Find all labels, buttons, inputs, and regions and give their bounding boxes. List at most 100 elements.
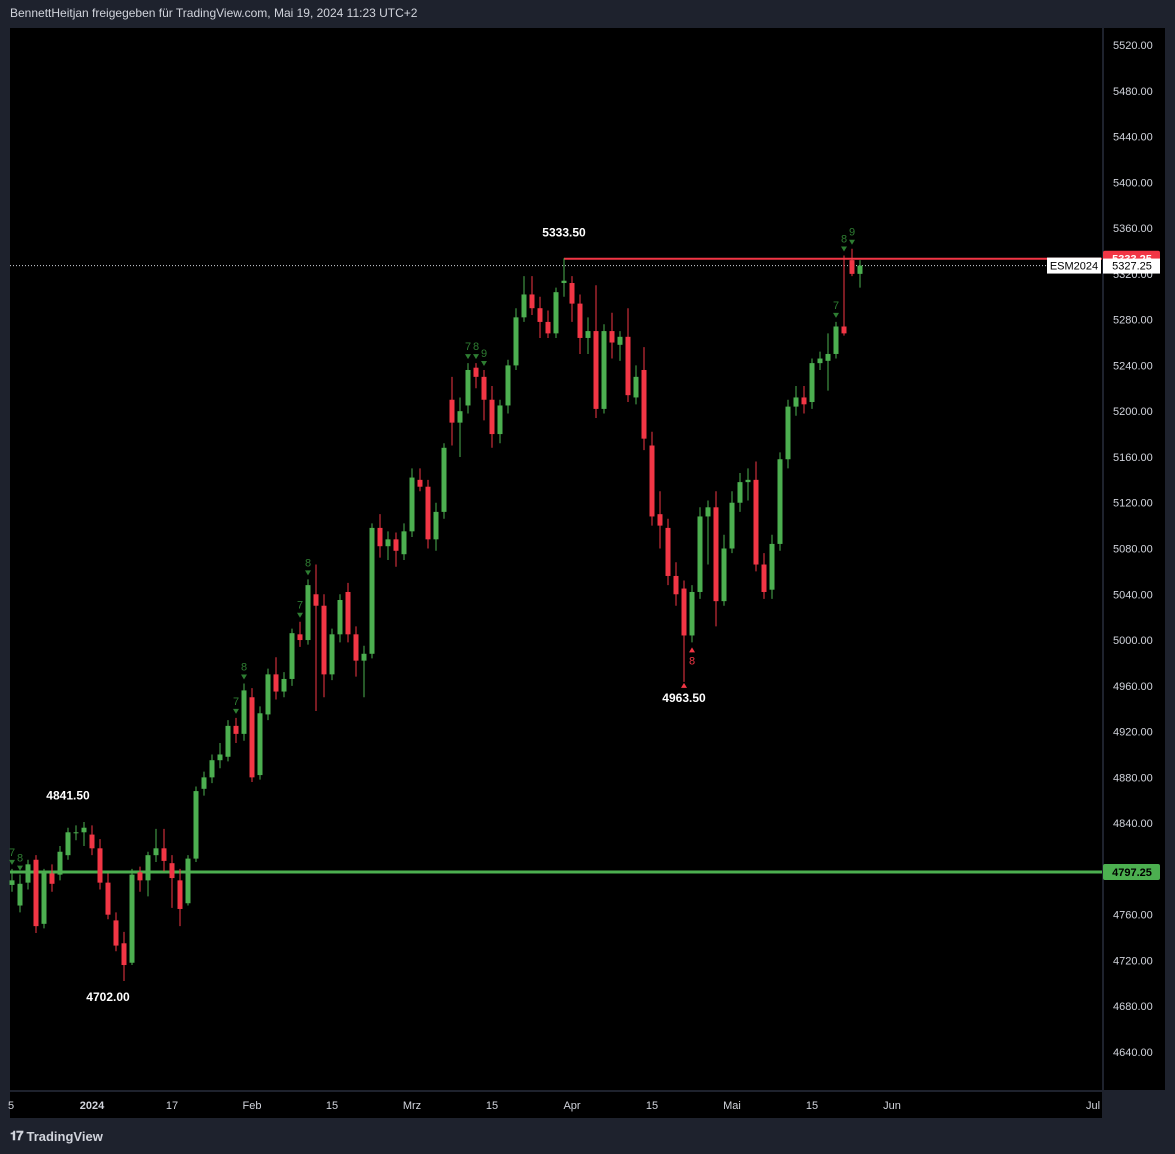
y-tick-label: 5160.00 [1113, 452, 1153, 464]
td-arrow-down-icon [841, 246, 847, 252]
y-tick-label: 5000.00 [1113, 635, 1153, 647]
candle-body [193, 791, 199, 859]
extreme-price-label: 5333.50 [542, 225, 586, 239]
candle-body [817, 358, 823, 364]
candle-body [577, 303, 583, 338]
td-arrow-down-icon [481, 360, 487, 366]
candle-body [385, 539, 391, 547]
candle-body [593, 331, 599, 409]
candle-body [169, 863, 175, 879]
candle-body [801, 397, 807, 405]
candle-body [401, 531, 407, 555]
td-arrow-down-icon [233, 708, 239, 714]
y-tick-label: 5400.00 [1113, 177, 1153, 189]
candle-body [569, 283, 575, 304]
x-tick-label: Mai [723, 1100, 741, 1112]
td-arrow-down-icon [849, 239, 855, 245]
candle-body [441, 447, 447, 512]
y-tick-label: 5440.00 [1113, 132, 1153, 144]
candle-body [337, 599, 343, 635]
candle-body [505, 365, 511, 406]
symbol-tag [1047, 257, 1101, 274]
candle-body [433, 511, 439, 540]
tradingview-logo-icon: 𝟏𝟕 [10, 1128, 24, 1143]
candle-body [849, 260, 855, 274]
candle-body [105, 882, 111, 915]
candle-body [409, 477, 415, 532]
y-tick-label: 4680.00 [1113, 1001, 1153, 1013]
y-tick-label: 5360.00 [1113, 223, 1153, 235]
td-count-label: 7 [833, 300, 839, 312]
candle-body [545, 321, 551, 334]
time-axis [10, 1092, 1102, 1118]
candle-body [497, 405, 503, 435]
x-tick-label: Apr [563, 1100, 580, 1112]
x-tick-label: 5 [8, 1100, 14, 1112]
td-arrow-down-icon [17, 865, 23, 871]
candle-body [713, 507, 719, 602]
tradingview-logo[interactable]: 𝟏𝟕 TradingView [10, 1128, 103, 1144]
candle-body [129, 874, 135, 963]
td-count-label: 8 [841, 234, 847, 246]
candle-body [257, 713, 263, 776]
plot-area [10, 28, 1102, 1090]
candle-body [697, 516, 703, 592]
candle-body [465, 369, 471, 406]
tradingview-logo-text: TradingView [26, 1128, 103, 1144]
candle-body [41, 873, 47, 924]
candle-body [265, 674, 271, 715]
candle-body [761, 564, 767, 592]
candle-body [537, 308, 543, 322]
candle-body [753, 479, 759, 565]
chart-header-text: BennettHeitjan freigegeben für TradingVi… [10, 6, 418, 20]
candle-body [649, 445, 655, 517]
td-count-label: 8 [689, 655, 695, 667]
candle-body [833, 326, 839, 354]
td-count-label: 7 [233, 696, 239, 708]
y-tick-label: 5080.00 [1113, 544, 1153, 556]
y-tick-label: 5480.00 [1113, 86, 1153, 98]
candle-body [89, 834, 95, 849]
td-count-label: 7 [9, 847, 15, 859]
candle-body [153, 848, 159, 856]
td-arrow-down-icon [241, 674, 247, 680]
td-arrow-down-icon [305, 570, 311, 576]
y-tick-label: 4640.00 [1113, 1047, 1153, 1059]
candle-body [369, 527, 375, 654]
candle-body [665, 527, 671, 576]
x-tick-label: Jul [1086, 1100, 1100, 1112]
td-count-label: 7 [297, 600, 303, 612]
candle-body [705, 507, 711, 517]
candle-body [777, 459, 783, 544]
price-axis-badge-label: 4797.25 [1112, 867, 1152, 879]
candle-body [233, 725, 239, 734]
candle-body [857, 265, 863, 274]
candle-body [49, 873, 55, 884]
candle-body [185, 858, 191, 904]
td-count-label: 9 [849, 227, 855, 239]
y-tick-label: 4760.00 [1113, 910, 1153, 922]
candle-body [161, 848, 167, 861]
candle-body [785, 406, 791, 460]
candle-body [473, 367, 479, 377]
candle-body [529, 294, 535, 309]
candle-body [313, 594, 319, 606]
candle-body [353, 634, 359, 661]
candle-body [209, 760, 215, 778]
x-tick-label: Mrz [403, 1100, 421, 1112]
x-tick-label: 15 [646, 1100, 658, 1112]
x-tick-label: 15 [486, 1100, 498, 1112]
td-count-label: 7 [465, 341, 471, 353]
candle-body [201, 777, 207, 789]
candle-body [225, 725, 231, 757]
td-arrow-down-icon [297, 612, 303, 618]
td-count-label: 9 [481, 348, 487, 360]
candle-body [113, 920, 119, 946]
price-axis-badge [1103, 864, 1160, 881]
candle-body [617, 336, 623, 345]
y-tick-label: 5040.00 [1113, 589, 1153, 601]
td-arrow-down-icon [833, 312, 839, 318]
y-tick-label: 5120.00 [1113, 498, 1153, 510]
candle-body [657, 514, 663, 526]
